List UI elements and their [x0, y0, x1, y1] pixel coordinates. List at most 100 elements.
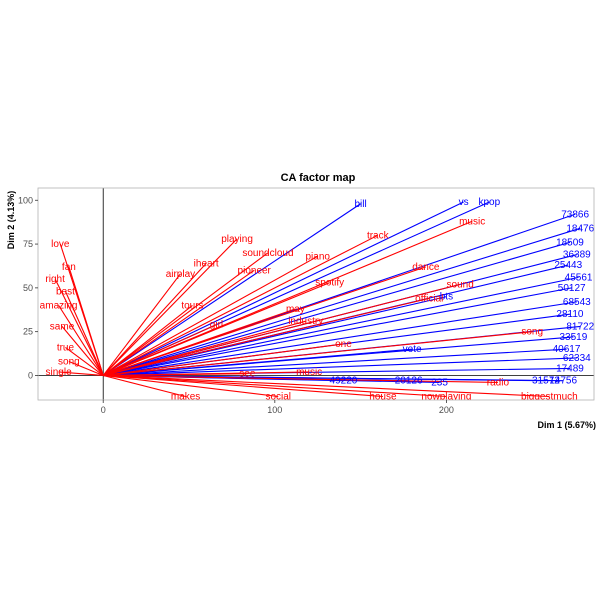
x-tick-label: 0 [101, 405, 106, 415]
row-point-label: 33519 [560, 332, 588, 343]
row-point-arrow [103, 276, 579, 377]
row-point-label: 20126 [395, 376, 423, 387]
row-point-label: 25443 [554, 260, 582, 271]
row-point-label: 235 [431, 377, 448, 388]
column-point-arrow [102, 238, 238, 376]
row-point-label: 45561 [565, 272, 593, 283]
column-point-arrow [103, 320, 306, 377]
column-point-label: tours [181, 300, 203, 311]
column-point-label: pioneer [238, 265, 272, 276]
row-point-label: 36389 [563, 250, 591, 261]
column-point-arrow [68, 360, 104, 376]
column-point-label: social [265, 391, 291, 402]
column-point-label: best [56, 286, 75, 297]
row-point-label: 40617 [553, 344, 581, 355]
column-point-arrow [103, 374, 447, 398]
column-point-label: airplay [166, 269, 195, 280]
column-point-arrow [102, 255, 318, 376]
y-tick-label: 100 [18, 195, 33, 205]
row-point-arrow [103, 287, 572, 377]
column-point-label: industry [288, 316, 323, 327]
row-point-arrow [103, 357, 577, 377]
row-point-arrow [103, 241, 571, 376]
column-point-label: makes [171, 391, 200, 402]
column-point-arrow [64, 291, 104, 376]
column-point-arrows [54, 220, 550, 398]
column-point-label: girl [210, 320, 223, 331]
column-point-label: music [459, 216, 485, 227]
y-tick-label: 50 [23, 283, 33, 293]
column-point-arrow [103, 374, 498, 384]
column-point-arrow [103, 374, 279, 398]
column-point-arrow [103, 308, 296, 376]
column-point-label: playing [221, 234, 253, 245]
column-point-arrow [103, 374, 186, 398]
column-point-label: same [50, 321, 75, 332]
y-axis-label: Dim 2 (4.13%) [6, 191, 16, 250]
column-point-arrow [103, 343, 344, 377]
column-point-arrow [102, 304, 193, 376]
column-point-label: one [335, 339, 352, 350]
row-point-label: vote [403, 344, 422, 355]
row-point-label: bill [355, 199, 367, 210]
column-point-arrow [61, 326, 104, 376]
row-point-label: 17489 [556, 363, 584, 374]
column-point-label: see [239, 369, 256, 380]
column-point-label: track [367, 230, 390, 241]
row-point-label: 81722 [566, 321, 594, 332]
y-tick-label: 0 [28, 370, 33, 380]
y-tick-label: 75 [23, 239, 33, 249]
row-point-label: 68543 [563, 297, 591, 308]
row-point-label: vs [459, 197, 469, 208]
row-point-arrow [103, 301, 577, 377]
row-point-label: 28110 [556, 309, 584, 320]
panel-border [37, 187, 595, 401]
x-tick-label: 200 [439, 405, 454, 415]
column-point-label: love [51, 239, 70, 250]
column-point-arrow [103, 374, 383, 398]
column-point-arrow [58, 371, 104, 377]
column-point-label: right [45, 274, 65, 285]
column-point-label: soundcloud [242, 248, 293, 259]
row-point-label: 49220 [330, 376, 358, 387]
column-point-arrow [103, 374, 550, 398]
column-point-label: iheart [194, 258, 219, 269]
row-point-label: 18476 [566, 223, 594, 234]
column-point-arrow [54, 278, 104, 376]
y-tick-label: 25 [23, 327, 33, 337]
column-point-label: music [296, 367, 322, 378]
column-point-arrow [103, 283, 461, 377]
column-point-arrow [65, 346, 104, 376]
column-point-label: song [521, 327, 543, 338]
column-point-arrow [102, 269, 255, 376]
column-point-arrow [102, 262, 207, 376]
column-point-arrow [103, 373, 248, 377]
row-point-arrow [102, 203, 361, 376]
column-point-arrow [102, 234, 379, 376]
column-point-label: piano [305, 251, 330, 262]
row-point-label: 73866 [561, 209, 589, 220]
row-point-label: bts [440, 292, 453, 303]
row-point-label: 50127 [558, 283, 586, 294]
column-point-label: radio [487, 377, 510, 388]
column-point-arrow [102, 220, 473, 376]
column-point-label: dance [412, 262, 440, 273]
column-point-arrow [102, 273, 181, 376]
column-point-arrow [103, 331, 533, 377]
chart-title: CA factor map [281, 172, 356, 184]
column-point-arrow [58, 305, 104, 376]
column-point-label: amazing [40, 300, 78, 311]
row-point-label: 31572 [532, 376, 560, 387]
column-point-label: house [369, 391, 397, 402]
column-point-label: biggestmuch [521, 391, 578, 402]
row-point-label: 62334 [563, 353, 591, 364]
column-point-arrow [102, 252, 269, 376]
row-point-arrow [103, 348, 567, 377]
x-axis-label: Dim 1 (5.67%) [537, 420, 596, 430]
row-point-label: 14756 [549, 376, 577, 387]
column-point-arrow [68, 266, 104, 376]
column-point-label: true [57, 342, 75, 353]
